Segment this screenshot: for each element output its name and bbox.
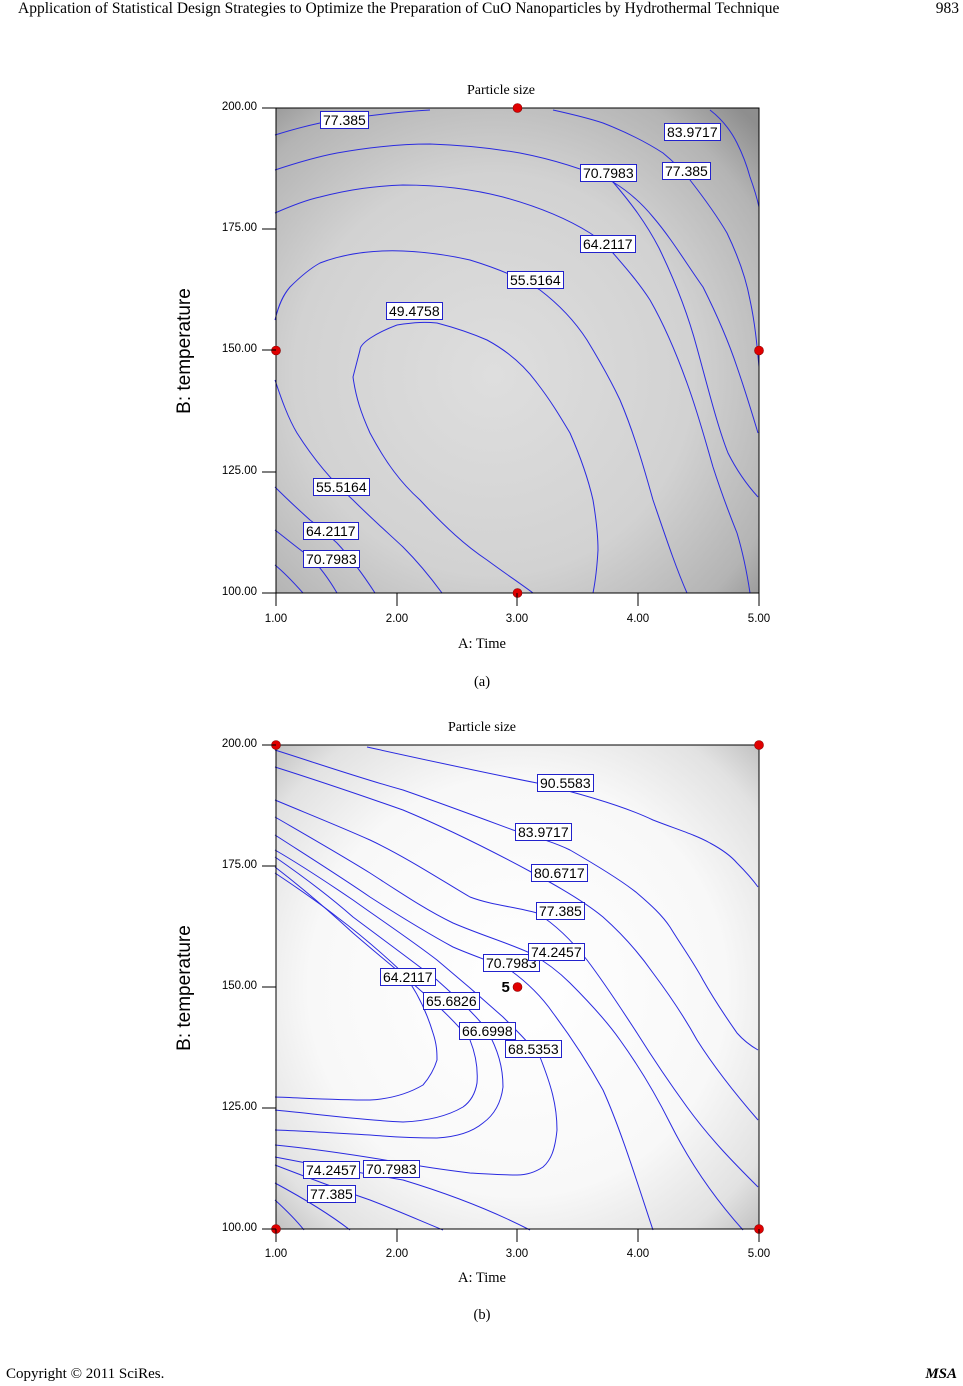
- contour-label: 70.7983: [483, 954, 540, 972]
- axes-a: [262, 107, 760, 606]
- contour-label: 70.7983: [363, 1160, 420, 1178]
- x-tick-label: 2.00: [385, 613, 409, 625]
- contour-line: [274, 866, 478, 1123]
- contour-label: 55.5164: [507, 271, 564, 289]
- contour-label: 65.6826: [423, 992, 480, 1010]
- contour-line: [274, 564, 304, 594]
- contour-line: [274, 799, 759, 1188]
- y-tick-label: 175.00: [221, 222, 257, 234]
- contour-label: 55.5164: [313, 478, 370, 496]
- figure-caption: (b): [473, 1307, 491, 1323]
- x-tick-label: 3.00: [505, 613, 529, 625]
- x-tick-label: 4.00: [626, 613, 650, 625]
- y-tick-label: 100.00: [221, 586, 257, 598]
- contour-line: [396, 321, 599, 594]
- y-tick-label: 150.00: [221, 980, 257, 992]
- contour-line: [274, 766, 759, 1121]
- chart-title: Particle size: [447, 720, 517, 735]
- contour-label: 83.9717: [515, 823, 572, 841]
- y-tick-label: 100.00: [221, 1222, 257, 1234]
- x-tick-label: 2.00: [385, 1248, 409, 1260]
- y-tick-label: 200.00: [221, 738, 257, 750]
- design-points: 5: [271, 740, 764, 1234]
- contour-label: 66.6998: [459, 1022, 516, 1040]
- contour-label: 49.4758: [386, 302, 443, 320]
- contour-label: 74.2457: [528, 943, 585, 961]
- design-points: [271, 103, 764, 598]
- contour-label: 83.9717: [664, 123, 721, 141]
- response-surface-shading: [276, 108, 759, 593]
- contour-line: [552, 109, 760, 368]
- contour-line: [274, 379, 443, 594]
- contour-label: 64.2117: [580, 235, 636, 253]
- contour-label: 77.385: [662, 162, 711, 180]
- contour-line: [274, 1182, 351, 1231]
- contour-label: 77.385: [536, 902, 585, 920]
- figure-caption: (a): [473, 674, 491, 690]
- contour-line: [612, 181, 759, 498]
- contour-label: 68.5353: [505, 1040, 562, 1058]
- x-tick-label: 5.00: [747, 1248, 771, 1260]
- contour-label: 64.2117: [380, 968, 436, 986]
- y-axis-label: B: temperature: [174, 925, 195, 1051]
- contour-label: 90.5583: [537, 774, 594, 792]
- x-tick-label: 3.00: [505, 1248, 529, 1260]
- contour-label: 80.6717: [531, 864, 588, 882]
- axes-b: [262, 744, 760, 1242]
- contour-line: [709, 109, 760, 208]
- contour-line: [274, 816, 744, 1231]
- contour-line: [274, 872, 438, 1101]
- y-axis-label: B: temperature: [174, 288, 195, 414]
- contour-line: [274, 1164, 444, 1231]
- contour-label: 70.7983: [580, 164, 637, 182]
- y-tick-label: 125.00: [221, 1101, 257, 1113]
- design-point: [754, 740, 764, 750]
- design-point-replicate-label: 5: [502, 979, 510, 996]
- contour-label: 64.2117: [303, 522, 359, 540]
- running-title: Application of Statistical Design Strate…: [18, 0, 780, 17]
- copyright: Copyright © 2011 SciRes.: [6, 1366, 165, 1382]
- journal-abbrev: MSA: [925, 1366, 957, 1382]
- contour-label: 70.7983: [303, 550, 360, 568]
- contour-line: [274, 749, 759, 1051]
- page-number: 983: [935, 0, 959, 17]
- x-axis-label: A: Time: [458, 636, 506, 652]
- design-point: [512, 103, 523, 113]
- x-axis-label: A: Time: [458, 1270, 506, 1286]
- contour-label: 74.2457: [303, 1161, 360, 1179]
- x-tick-label: 1.00: [264, 613, 288, 625]
- contour-line: [274, 849, 558, 1176]
- x-tick-label: 4.00: [626, 1248, 650, 1260]
- contour-line: [352, 324, 534, 594]
- y-tick-label: 200.00: [221, 101, 257, 113]
- contour-line: [366, 746, 759, 888]
- y-tick-label: 125.00: [221, 465, 257, 477]
- contour-plot-b: 5: [271, 740, 764, 1234]
- chart-title: Particle size: [466, 83, 536, 98]
- contour-label: 77.385: [320, 111, 369, 129]
- contour-line: [274, 1199, 305, 1231]
- contour-label: 77.385: [307, 1185, 356, 1203]
- contour-line: [274, 856, 504, 1139]
- x-tick-label: 1.00: [264, 1248, 288, 1260]
- y-tick-label: 150.00: [221, 343, 257, 355]
- x-tick-label: 5.00: [747, 613, 771, 625]
- design-point: [512, 982, 523, 992]
- y-tick-label: 175.00: [221, 859, 257, 871]
- design-point: [754, 345, 764, 356]
